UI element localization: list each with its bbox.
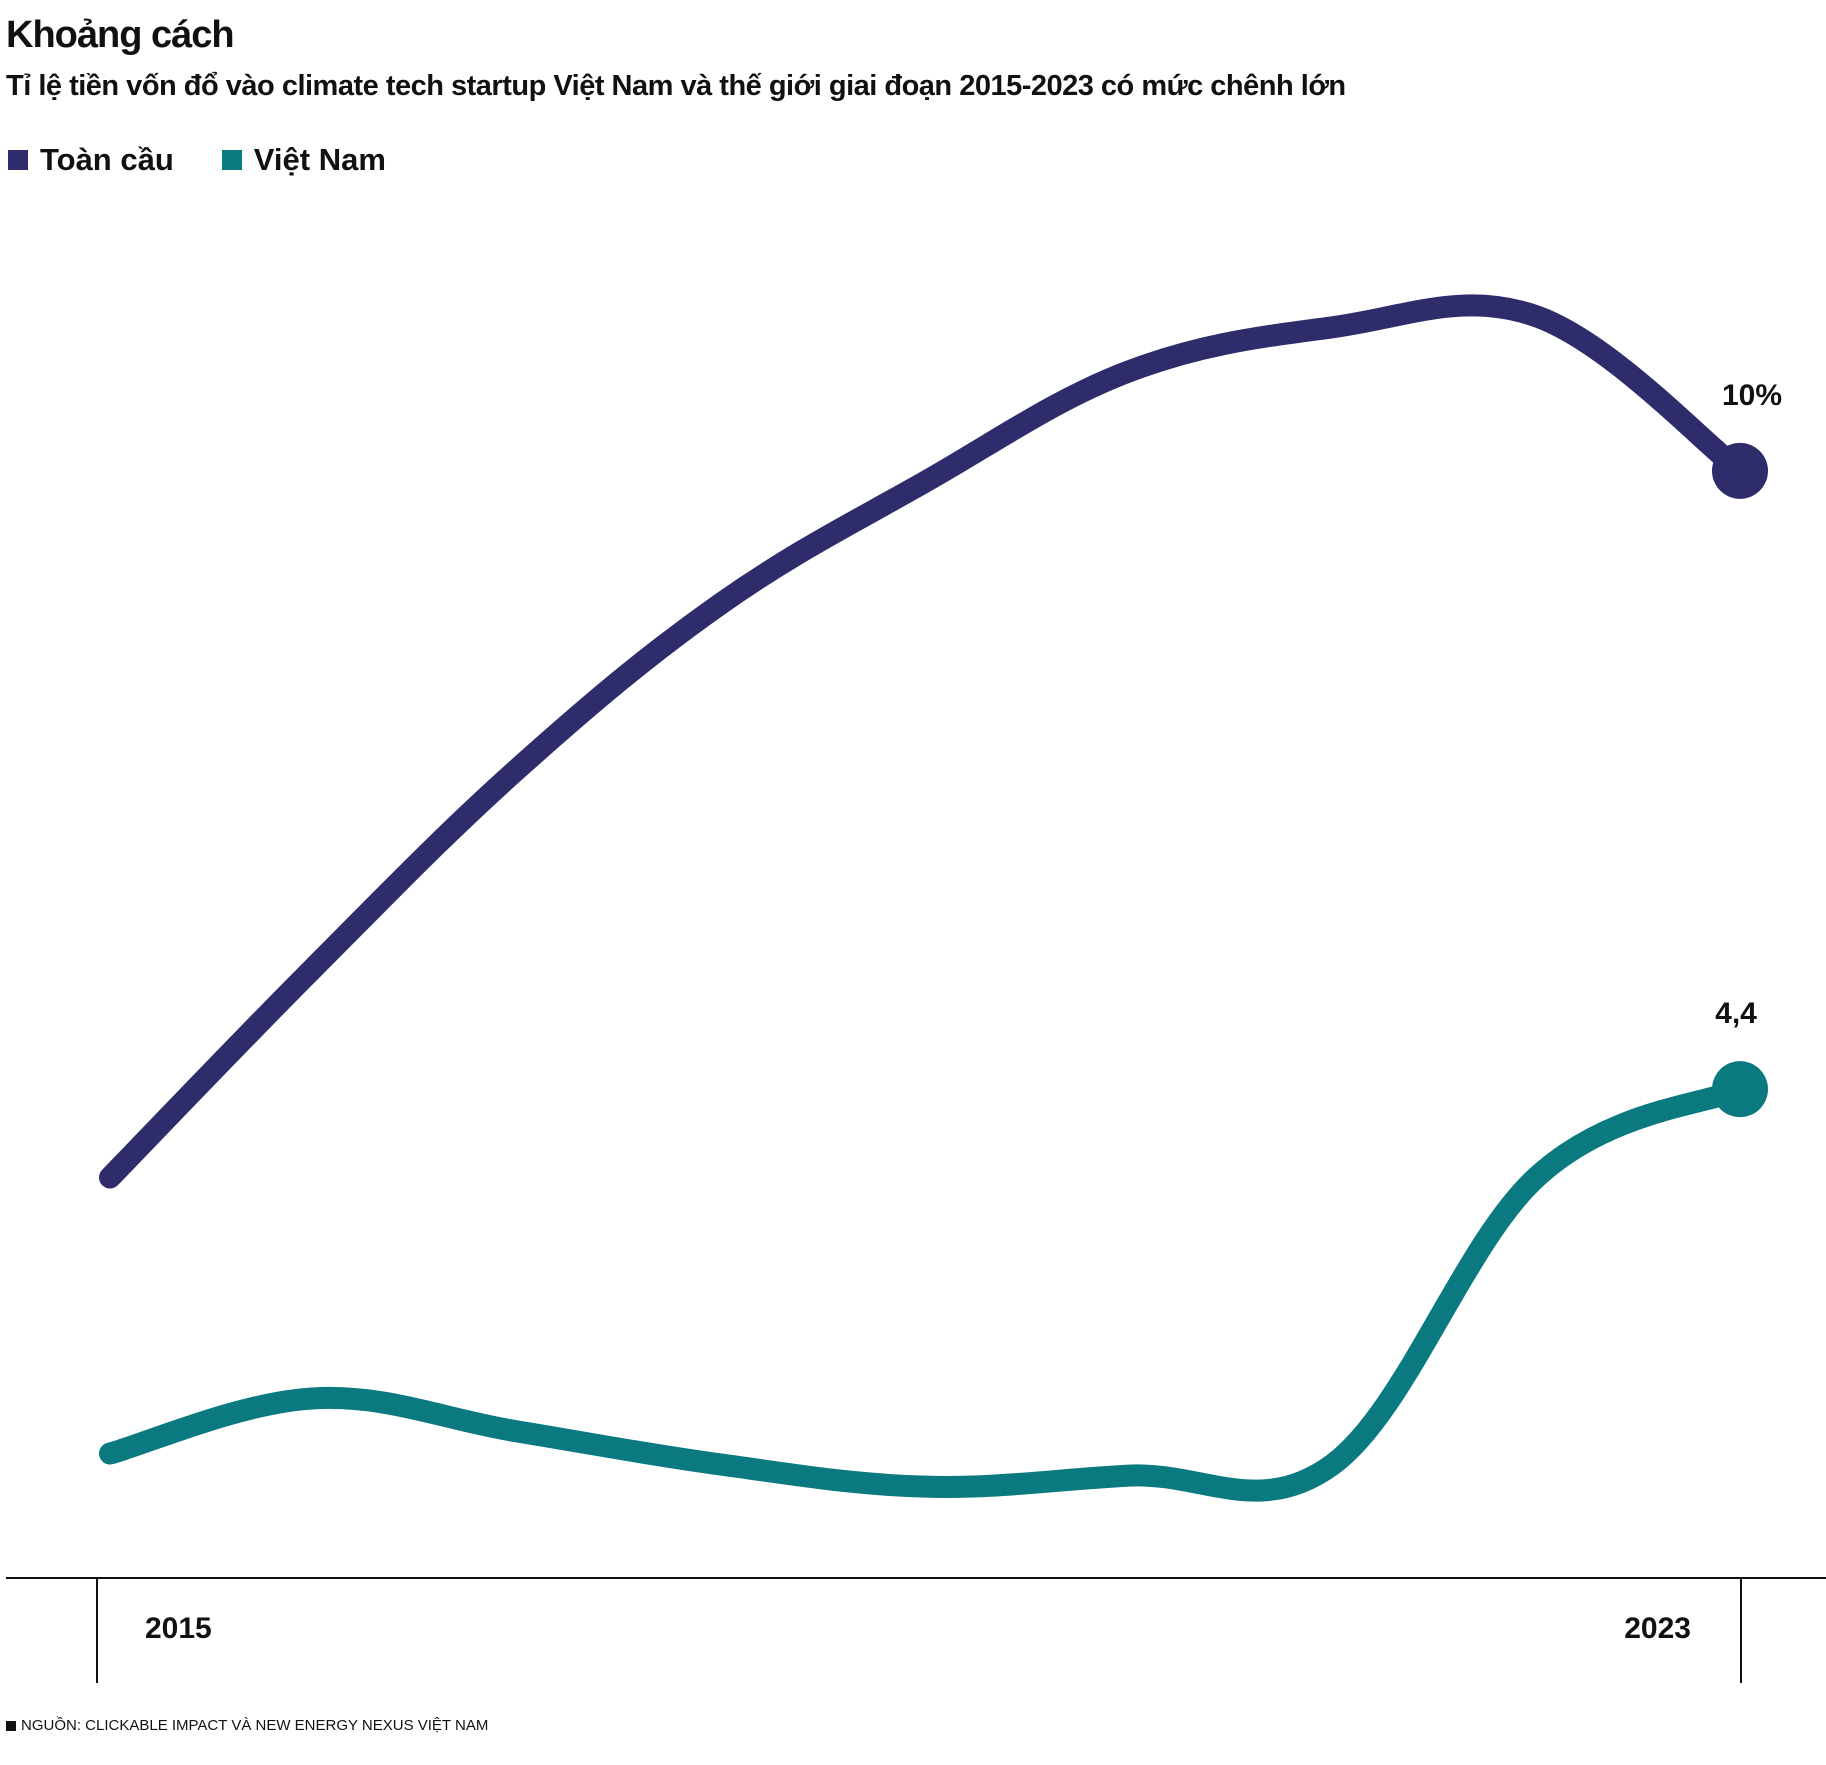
series-line-vietnam — [99, 1078, 1751, 1502]
end-label-global: 10% — [1722, 379, 1782, 412]
legend-item-global: Toàn cầu — [8, 142, 174, 178]
end-point-global — [1712, 442, 1768, 499]
x-tick-label-2023: 2023 — [1624, 1612, 1691, 1645]
chart-subtitle: Tỉ lệ tiền vốn đổ vào climate tech start… — [6, 70, 1346, 102]
x-axis: 2015 2023 — [6, 1577, 1826, 1683]
end-point-vietnam — [1712, 1061, 1768, 1118]
legend: Toàn cầu Việt Nam — [8, 142, 434, 178]
series-lines: 10% 4,4 — [99, 294, 1782, 1502]
source-text: NGUỒN: CLICKABLE IMPACT VÀ NEW ENERGY NE… — [21, 1717, 489, 1734]
legend-item-vietnam: Việt Nam — [221, 142, 386, 178]
source-bullet — [6, 1720, 16, 1731]
legend-label-global: Toàn cầu — [40, 142, 174, 177]
legend-swatch-vietnam — [221, 150, 242, 170]
end-label-vietnam: 4,4 — [1715, 997, 1757, 1030]
legend-label-vietnam: Việt Nam — [253, 142, 386, 177]
legend-swatch-global — [8, 150, 28, 170]
x-tick-label-2015: 2015 — [145, 1612, 212, 1645]
series-line-global — [99, 294, 1751, 1189]
source-note: NGUỒN: CLICKABLE IMPACT VÀ NEW ENERGY NE… — [6, 1717, 488, 1734]
line-chart: 10% 4,4 2015 2023 — [6, 294, 1826, 1683]
chart-title: Khoảng cách — [6, 14, 235, 56]
